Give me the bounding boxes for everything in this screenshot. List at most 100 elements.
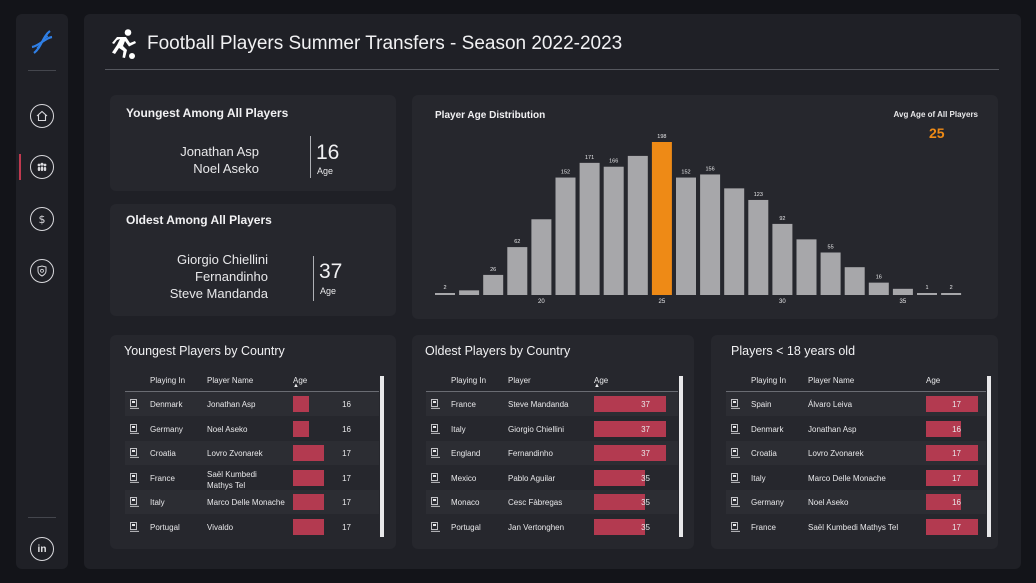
player-cell: Noel Aseko [207, 424, 248, 434]
table-scrollbar[interactable] [987, 376, 991, 537]
player-cell: Fernandinho [508, 449, 553, 458]
bar-data-label: 152 [561, 170, 570, 176]
table-row[interactable]: France Saël Kumbedi Mathys Tel 17 [125, 466, 379, 490]
dna-logo-icon [31, 30, 53, 54]
age-cell: 16 [342, 424, 351, 434]
flag-icon [431, 423, 440, 434]
age-distribution-chart: 2 26 62 152 171 166 198 152 156 123 92 55 16 1 2 20 25 30… [435, 134, 962, 305]
age-bar-35[interactable] [892, 288, 913, 295]
table-row[interactable]: Germany Noel Aseko 16 [125, 417, 379, 441]
column-header[interactable]: Age [926, 376, 941, 385]
linkedin-button[interactable]: in [30, 537, 54, 561]
flag-icon [431, 448, 440, 458]
bar-data-label: 152 [681, 170, 690, 176]
age-bar-34[interactable] [868, 282, 889, 295]
table-row[interactable]: Portugal Jan Vertonghen 35 [426, 515, 678, 539]
age-bar-17[interactable] [459, 290, 480, 295]
x-tick-label: 30 [779, 299, 786, 305]
table-row[interactable]: Italy Giorgio Chiellini 37 [426, 417, 678, 441]
table-row[interactable]: Mexico Pablo Aguilar 35 [426, 466, 678, 490]
age-bar-18[interactable] [483, 274, 504, 295]
age-bar-19[interactable] [507, 247, 528, 295]
table-row[interactable]: Denmark Jonathan Asp 16 [726, 417, 986, 441]
age-cell: 16 [952, 498, 961, 507]
country-cell: England [451, 449, 481, 458]
page-title: Football Players Summer Transfers - Seas… [147, 33, 623, 54]
table-row[interactable]: Denmark Jonathan Asp 16 [125, 392, 379, 416]
age-label: Age [317, 166, 334, 176]
nav-home-button[interactable] [30, 104, 54, 128]
age-bar-22[interactable] [579, 162, 600, 295]
table-row[interactable]: France Saël Kumbedi Mathys Tel 17 [726, 515, 986, 539]
bar-data-label: 16 [876, 275, 882, 281]
nav-players-button[interactable] [30, 155, 54, 179]
age-bar-28[interactable] [724, 188, 745, 295]
age-bar-27[interactable] [700, 174, 721, 295]
age-bar-31[interactable] [796, 239, 817, 295]
bar-data-label: 2 [950, 285, 953, 291]
age-bar-25[interactable] [651, 142, 672, 295]
youngest-by-country-table[interactable]: Playing In Player Name Age ▲ Denmark Jonathan… [125, 372, 379, 540]
age-bar-33[interactable] [844, 267, 865, 295]
country-cell: Croatia [150, 449, 176, 458]
avg-age-label: Avg Age of All Players [893, 110, 978, 119]
column-header[interactable]: Playing In [451, 376, 487, 385]
flag-icon [431, 399, 440, 409]
age-bar-23[interactable] [603, 166, 624, 295]
flag-icon [731, 472, 740, 483]
table-row[interactable]: Italy Marco Delle Monache 17 [125, 490, 379, 514]
age-bar-30[interactable] [772, 223, 793, 295]
age-bar [926, 396, 978, 412]
age-bar-21[interactable] [555, 177, 576, 295]
nav-finance-button[interactable]: $ [30, 207, 54, 231]
sort-ascending-icon[interactable]: ▲ [293, 383, 299, 389]
column-header[interactable]: Playing In [150, 376, 186, 385]
table-row[interactable]: Croatia Lovro Zvonarek 17 [726, 441, 986, 465]
sort-ascending-icon[interactable]: ▲ [594, 383, 600, 389]
table-row[interactable]: Germany Noel Aseko 16 [726, 490, 986, 514]
table-row[interactable]: Spain Álvaro Leiva 17 [726, 392, 986, 416]
column-header[interactable]: Player Name [808, 376, 855, 385]
players-icon [37, 162, 47, 171]
age-bar-29[interactable] [748, 199, 769, 295]
table-row[interactable]: Italy Marco Delle Monache 17 [726, 466, 986, 490]
table-row[interactable]: Monaco Cesc Fàbregas 35 [426, 490, 678, 514]
flag-icon [731, 423, 740, 434]
age-cell: 37 [641, 424, 650, 434]
column-header[interactable]: Playing In [751, 376, 787, 385]
nav-clubs-button[interactable] [30, 259, 54, 283]
column-header[interactable]: Age [293, 376, 308, 385]
player-name: Steve Mandanda [169, 286, 268, 301]
column-header[interactable]: Player Name [207, 376, 254, 385]
age-bar [594, 469, 646, 486]
x-tick-label: 20 [538, 299, 545, 305]
sidebar-divider [28, 70, 56, 71]
age-bar-36[interactable] [917, 293, 937, 295]
age-bar-16[interactable] [435, 293, 455, 295]
column-header[interactable]: Player [508, 376, 531, 385]
age-bar-32[interactable] [820, 252, 841, 296]
table-row[interactable]: Croatia Lovro Zvonarek 17 [125, 441, 379, 465]
age-bar-37[interactable] [941, 293, 962, 295]
flag-icon [731, 448, 740, 458]
age-bar-24[interactable] [627, 155, 648, 295]
age-bar-20[interactable] [531, 219, 552, 295]
flag-icon [130, 448, 139, 458]
table-scrollbar[interactable] [679, 376, 683, 537]
table-header: Playing In Player Age ▲ [426, 372, 678, 392]
age-cell: 16 [952, 424, 961, 434]
under-18-table[interactable]: Playing In Player Name Age Spain Álvaro Leiv… [726, 372, 986, 540]
age-bar [293, 396, 309, 412]
age-cell: 17 [952, 400, 961, 409]
age-bar-26[interactable] [676, 177, 696, 295]
bar-data-label: 2 [443, 285, 446, 291]
column-header[interactable]: Age [594, 376, 609, 385]
oldest-by-country-card: Oldest Players by Country Playing In Play… [412, 335, 694, 549]
player-name: Giorgio Chiellini [176, 252, 268, 267]
table-scrollbar[interactable] [380, 376, 384, 537]
oldest-by-country-table[interactable]: Playing In Player Age ▲ France Steve Mandanda… [426, 372, 678, 540]
table-row[interactable]: England Fernandinho 37 [426, 441, 678, 465]
table-row[interactable]: France Steve Mandanda 37 [426, 392, 678, 416]
table-row[interactable]: Portugal Vivaldo 17 [125, 515, 379, 539]
table-header: Playing In Player Name Age ▲ [125, 372, 379, 392]
